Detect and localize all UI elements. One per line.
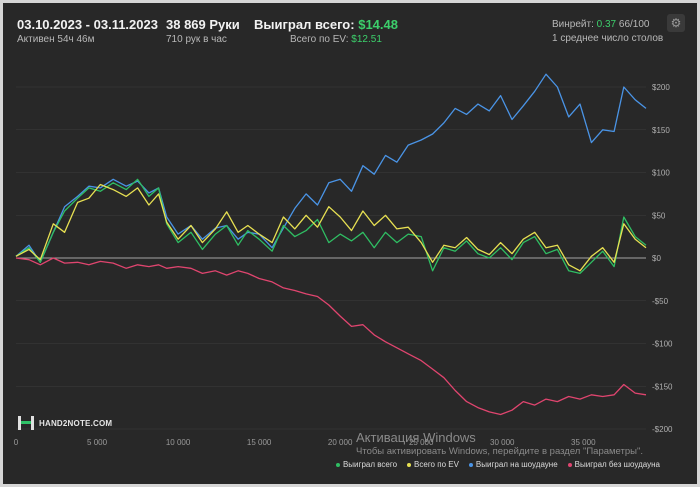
hand2note-logo-text: HAND2NOTE.COM [39,418,113,428]
chart-legend: Выиграл всего Всего по EV Выиграл на шоу… [335,460,660,469]
graph-panel: 03.10.2023 - 03.11.2023 Активен 54ч 46м … [3,3,697,484]
y-tick-label: $100 [652,169,670,178]
legend-item-ev[interactable]: Всего по EV [407,460,459,469]
windows-watermark-subtitle: Чтобы активировать Windows, перейдите в … [356,446,643,457]
y-tick-label: $50 [652,211,666,220]
legend-dot-ev [407,462,412,467]
legend-dot-showdown [468,462,473,467]
y-tick-label: -$200 [652,425,673,434]
series-line-1 [15,183,647,272]
y-tick-label: -$150 [652,382,673,391]
ev-total: Всего по EV: $12.51 [290,34,382,45]
windows-watermark-title: Активация Windows [356,430,476,445]
legend-label-ev: Всего по EV [414,460,459,469]
y-tick-label: -$100 [652,340,673,349]
x-axis-ticks: 0 5 000 10 000 15 000 20 000 25 000 30 000 35 0… [14,438,596,447]
hand2note-logo: HAND2NOTE.COM [18,416,112,430]
x-tick-label: 0 [14,438,19,447]
won-total-value: $14.48 [358,17,398,32]
x-tick-label: 35 000 [571,438,596,447]
winrate-hands: 66/100 [618,19,650,30]
legend-label-non-showdown: Выиграл без шоудауна [574,460,660,469]
series-line-2 [15,73,647,263]
series-line-0 [15,178,647,275]
date-range[interactable]: 03.10.2023 - 03.11.2023 [17,17,158,32]
series-line-3 [15,257,647,416]
legend-item-showdown[interactable]: Выиграл на шоудауне [468,460,558,469]
legend-dot-non-showdown [567,462,572,467]
x-tick-label: 15 000 [247,438,272,447]
y-tick-label: $0 [652,254,661,263]
chart-grid [16,86,646,430]
hands-rate: 710 рук в час [166,34,227,45]
hands-count: 38 869 Руки [166,17,240,32]
legend-label-won-total: Выиграл всего [342,460,398,469]
winrate-label: Винрейт: [552,19,594,30]
y-tick-label: $150 [652,126,670,135]
avg-tables: 1 среднее число столов [552,33,664,44]
y-tick-label: -$50 [652,297,669,306]
won-total: Выиграл всего: $14.48 [254,17,398,32]
legend-label-showdown: Выиграл на шоудауне [475,460,558,469]
x-tick-label: 25 000 [409,438,434,447]
legend-item-won-total[interactable]: Выиграл всего [335,460,398,469]
y-tick-label: $200 [652,83,670,92]
ev-total-label: Всего по EV: [290,34,349,45]
won-total-label: Выиграл всего: [254,17,355,32]
winrate-value: 0.37 [596,19,617,30]
ev-total-value: $12.51 [351,34,382,45]
hand2note-logo-icon [18,416,34,430]
chart-series [15,73,647,416]
x-tick-label: 10 000 [166,438,191,447]
active-time: Активен 54ч 46м [17,34,95,45]
x-tick-label: 30 000 [490,438,515,447]
winrate: Винрейт: 0.37 66/100 [552,19,649,30]
legend-item-non-showdown[interactable]: Выиграл без шоудауна [567,460,660,469]
settings-gear-icon[interactable]: ⚙ [667,14,685,32]
x-tick-label: 5 000 [87,438,108,447]
legend-dot-won-total [335,462,340,467]
y-axis-ticks: $200 $150 $100 $50 $0 -$50 -$100 -$150 -$200 [652,83,673,434]
x-tick-label: 20 000 [328,438,353,447]
